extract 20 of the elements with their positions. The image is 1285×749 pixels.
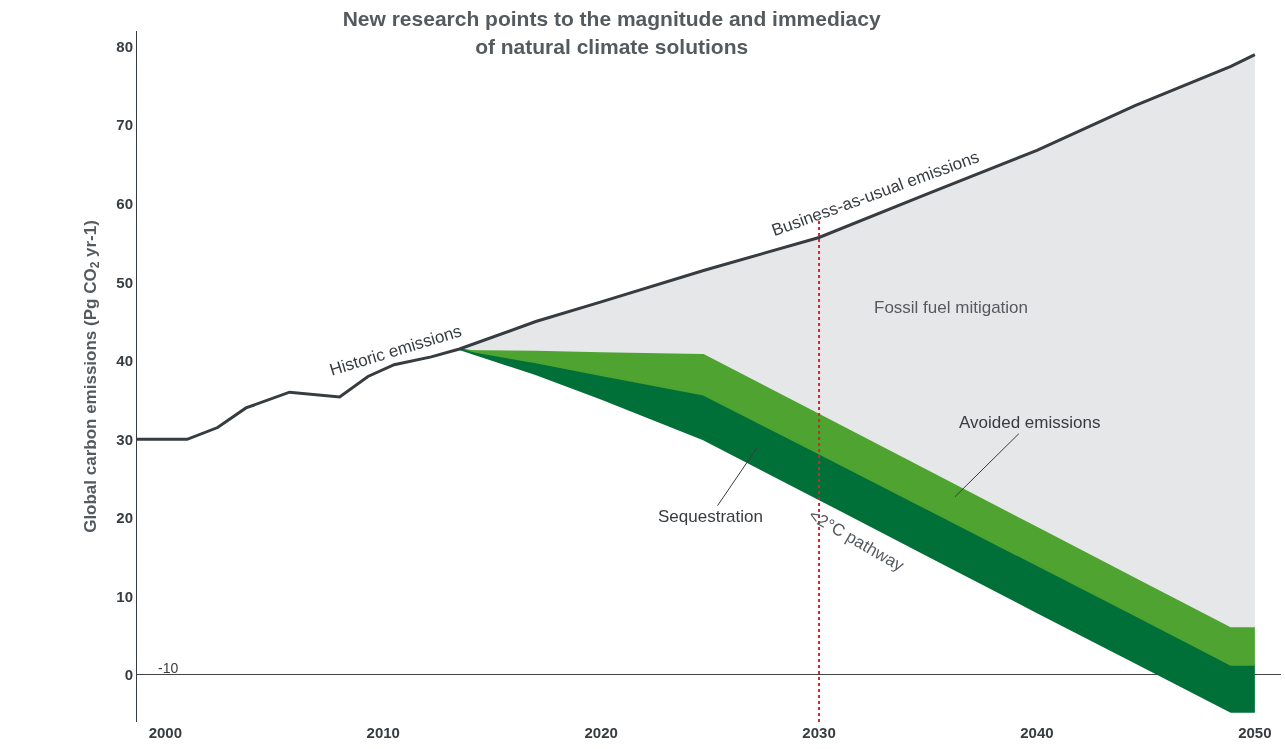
y-tick-label: 20	[116, 509, 133, 527]
y-tick-label: 0	[124, 666, 133, 684]
annotation: -10	[158, 660, 179, 676]
x-tick-label: 2000	[148, 724, 183, 741]
x-tick-label: 2010	[366, 724, 400, 741]
y-tick-label: 70	[116, 116, 133, 134]
annotation: Fossil fuel mitigation	[874, 298, 1029, 317]
annotation: Sequestration	[658, 507, 763, 526]
chart-title: New research points to the magnitude and immediacy of natural climate solutions	[342, 7, 881, 58]
y-tick-label: 10	[116, 587, 133, 605]
x-tick-label: 2050	[1238, 724, 1272, 741]
y-tick-label: 50	[116, 273, 133, 291]
y-tick-label: 80	[116, 37, 133, 55]
x-tick-label: 2040	[1020, 724, 1054, 741]
annotation: Avoided emissions	[959, 413, 1101, 432]
y-tick-label: 30	[116, 430, 133, 448]
y-tick-label: 40	[116, 352, 133, 370]
x-tick-label: 2030	[802, 724, 836, 741]
y-tick-label: 60	[116, 195, 133, 212]
x-tick-label: 2020	[584, 724, 618, 741]
